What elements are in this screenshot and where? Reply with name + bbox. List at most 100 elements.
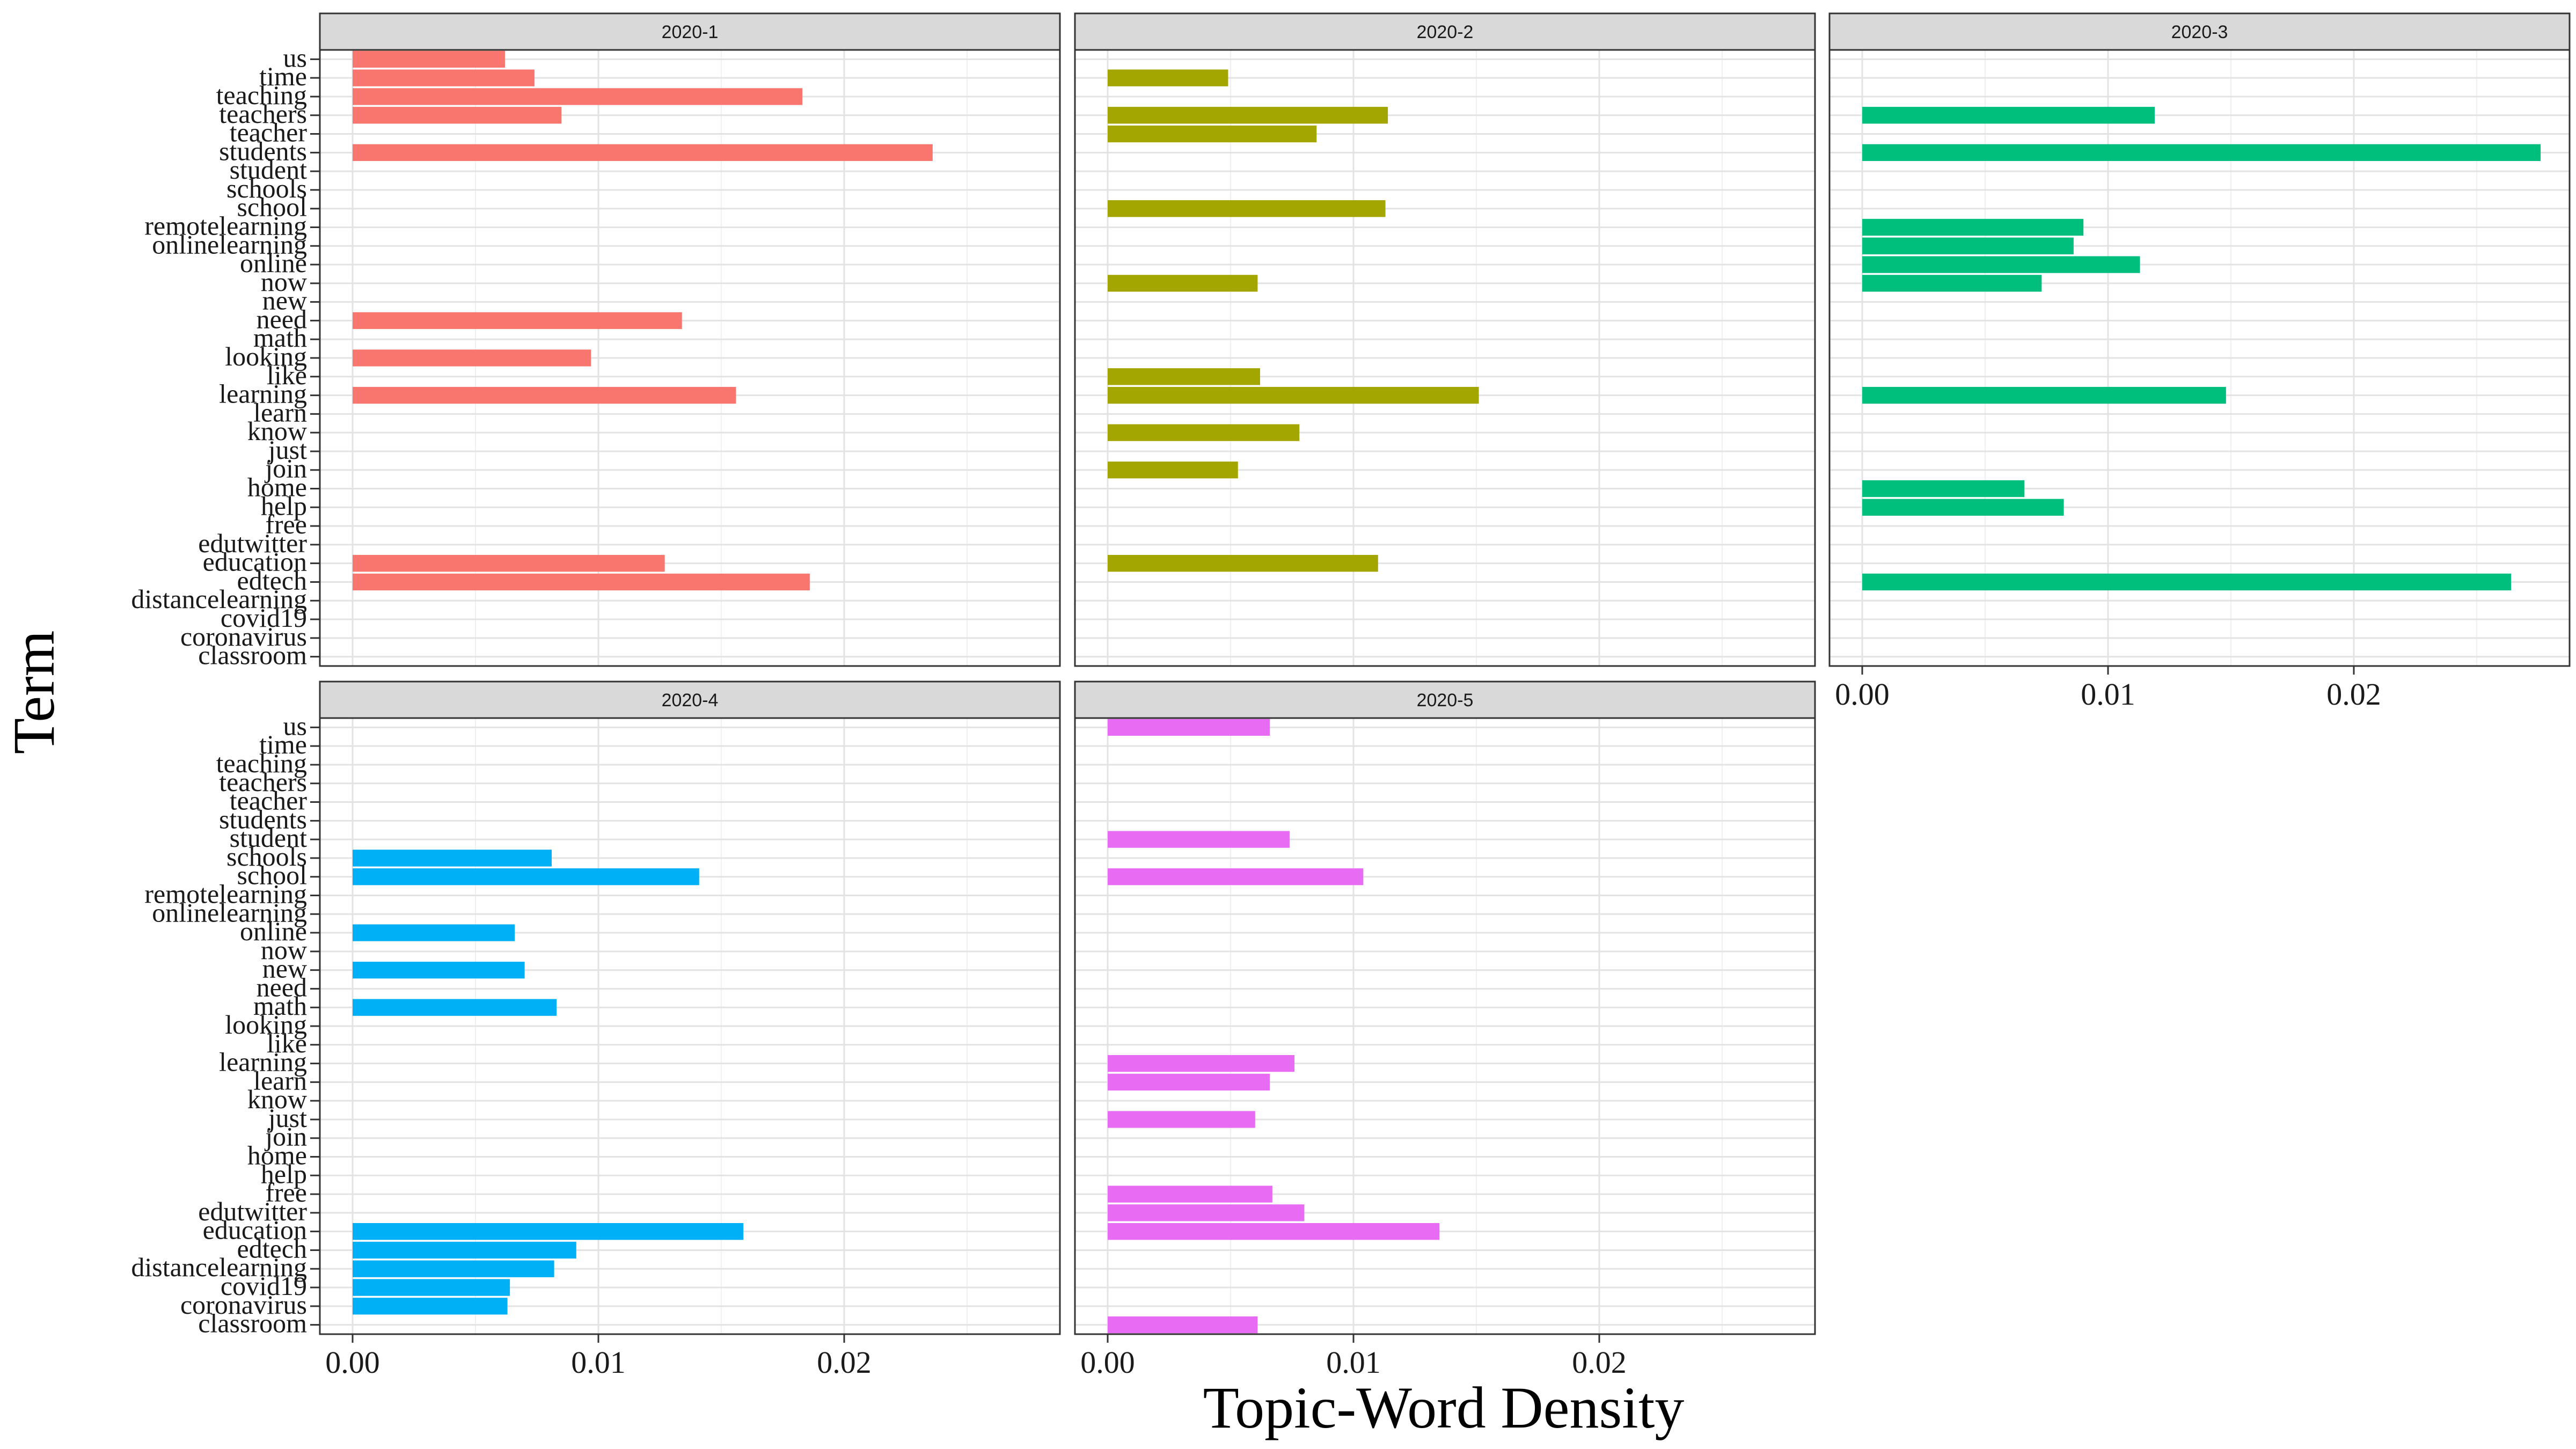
y-tick-label: now xyxy=(261,267,307,297)
y-axis-title: Term xyxy=(1,631,67,755)
x-tick-label: 0.00 xyxy=(1835,677,1890,712)
y-tick-label: new xyxy=(262,954,307,984)
bar-2020-1-teachers xyxy=(353,107,562,124)
facet-strip xyxy=(1074,12,1816,51)
bar-2020-3-home xyxy=(1862,480,2025,497)
bar-2020-3-online xyxy=(1862,256,2140,273)
bar-2020-2-education xyxy=(1108,555,1378,572)
bar-2020-5-learn xyxy=(1108,1073,1270,1091)
y-tick-label: us xyxy=(283,711,307,741)
bar-2020-1-education xyxy=(353,555,665,572)
bar-2020-4-education xyxy=(353,1223,744,1240)
bar-2020-3-edtech xyxy=(1862,573,2512,591)
y-tick-label: math xyxy=(253,991,307,1021)
bar-2020-2-teachers xyxy=(1108,107,1388,124)
bar-2020-1-teaching xyxy=(353,88,803,105)
facet-strip-label: 2020-3 xyxy=(2171,22,2228,42)
y-tick-label: edtech xyxy=(237,565,307,595)
bar-2020-2-like xyxy=(1108,368,1260,385)
bar-2020-5-us xyxy=(1108,719,1270,736)
bar-2020-1-learning xyxy=(353,386,736,404)
bar-2020-3-help xyxy=(1862,499,2064,516)
bar-2020-5-edutwitter xyxy=(1108,1204,1305,1221)
x-tick-label: 0.01 xyxy=(571,1345,626,1380)
y-tick-label: onlinelearning xyxy=(152,229,307,259)
y-tick-label: teachers xyxy=(219,767,307,797)
y-tick-label: learning xyxy=(219,1047,307,1077)
y-tick-label: looking xyxy=(225,341,307,371)
y-tick-label: home xyxy=(247,472,307,502)
bar-2020-5-learning xyxy=(1108,1055,1295,1072)
y-tick-label: remotelearning xyxy=(144,879,307,909)
x-tick-label: 0.00 xyxy=(1080,1345,1135,1380)
bar-2020-1-time xyxy=(353,69,535,86)
y-tick-label: learn xyxy=(253,1065,307,1095)
panel-2020-5: 2020-5 xyxy=(1074,680,1816,1335)
y-tick-label: edtech xyxy=(237,1233,307,1263)
bar-2020-2-now xyxy=(1108,275,1258,292)
y-tick-label: free xyxy=(265,1177,307,1208)
y-tick-label: distancelearning xyxy=(131,584,307,614)
y-tick-label: online xyxy=(240,916,307,946)
bar-2020-4-online xyxy=(353,924,515,941)
bar-2020-4-school xyxy=(353,868,699,885)
y-tick-label: us xyxy=(283,42,307,72)
panels-layer: 2020-1 2020-2 2020-3 2020-4 2020-5 xyxy=(319,12,2571,1335)
bar-2020-3-students xyxy=(1862,144,2541,161)
y-tick-label: schools xyxy=(226,173,307,203)
y-tick-label: looking xyxy=(225,1009,307,1040)
bar-2020-5-classroom xyxy=(1108,1316,1258,1334)
facet-strip xyxy=(319,680,1061,719)
y-tick-label: students xyxy=(219,136,307,166)
y-tick-label: education xyxy=(203,547,307,577)
y-tick-label: now xyxy=(261,935,307,965)
y-tick-label: coronavirus xyxy=(180,1290,307,1320)
y-tick-label: edutwitter xyxy=(198,1196,307,1226)
panel-border xyxy=(1074,717,1816,1335)
y-tick-label: need xyxy=(257,972,307,1002)
facet-strip-label: 2020-5 xyxy=(1417,690,1474,711)
y-tick-labels: ustimeteachingteachersteacherstudentsstu… xyxy=(131,42,320,1338)
facet-strip xyxy=(1074,680,1816,719)
y-tick-label: teachers xyxy=(219,99,307,129)
bar-2020-2-teacher xyxy=(1108,125,1317,143)
y-tick-label: help xyxy=(261,491,307,521)
bar-2020-2-learning xyxy=(1108,386,1479,404)
x-tick-label: 0.00 xyxy=(325,1345,380,1380)
y-tick-label: covid19 xyxy=(221,1271,307,1301)
y-tick-label: like xyxy=(267,360,307,390)
y-tick-label: math xyxy=(253,323,307,353)
y-tick-label: teacher xyxy=(230,786,308,816)
y-tick-label: free xyxy=(265,509,307,539)
y-tick-label: home xyxy=(247,1140,307,1170)
bar-2020-1-us xyxy=(353,50,505,68)
bar-2020-2-school xyxy=(1108,200,1386,217)
bar-2020-2-join xyxy=(1108,462,1238,479)
bar-2020-4-schools xyxy=(353,850,552,867)
y-tick-label: classroom xyxy=(198,1308,307,1338)
x-tick-label: 0.02 xyxy=(2326,677,2381,712)
bar-2020-5-education xyxy=(1108,1223,1440,1240)
y-tick-label: onlinelearning xyxy=(152,897,307,927)
x-tick-label: 0.02 xyxy=(817,1345,872,1380)
x-axis-title: Topic-Word Density xyxy=(1203,1375,1685,1440)
y-tick-label: edutwitter xyxy=(198,528,307,558)
y-tick-label: teaching xyxy=(216,748,307,778)
y-tick-label: school xyxy=(237,192,307,222)
bar-2020-2-time xyxy=(1108,69,1228,86)
facet-strip-label: 2020-4 xyxy=(662,690,719,711)
y-tick-label: new xyxy=(262,286,307,316)
bar-2020-1-need xyxy=(353,312,682,330)
y-tick-label: students xyxy=(219,804,307,834)
panel-2020-1: 2020-1 xyxy=(319,12,1061,667)
y-tick-label: join xyxy=(264,1122,307,1152)
bar-2020-5-student xyxy=(1108,831,1290,848)
facet-strip xyxy=(319,12,1061,51)
bar-2020-3-remotelearning xyxy=(1862,218,2084,236)
bar-2020-5-school xyxy=(1108,868,1364,885)
y-tick-label: teaching xyxy=(216,80,307,110)
y-tick-label: need xyxy=(257,304,307,334)
bar-2020-1-students xyxy=(353,144,933,161)
bar-2020-4-math xyxy=(353,999,557,1016)
